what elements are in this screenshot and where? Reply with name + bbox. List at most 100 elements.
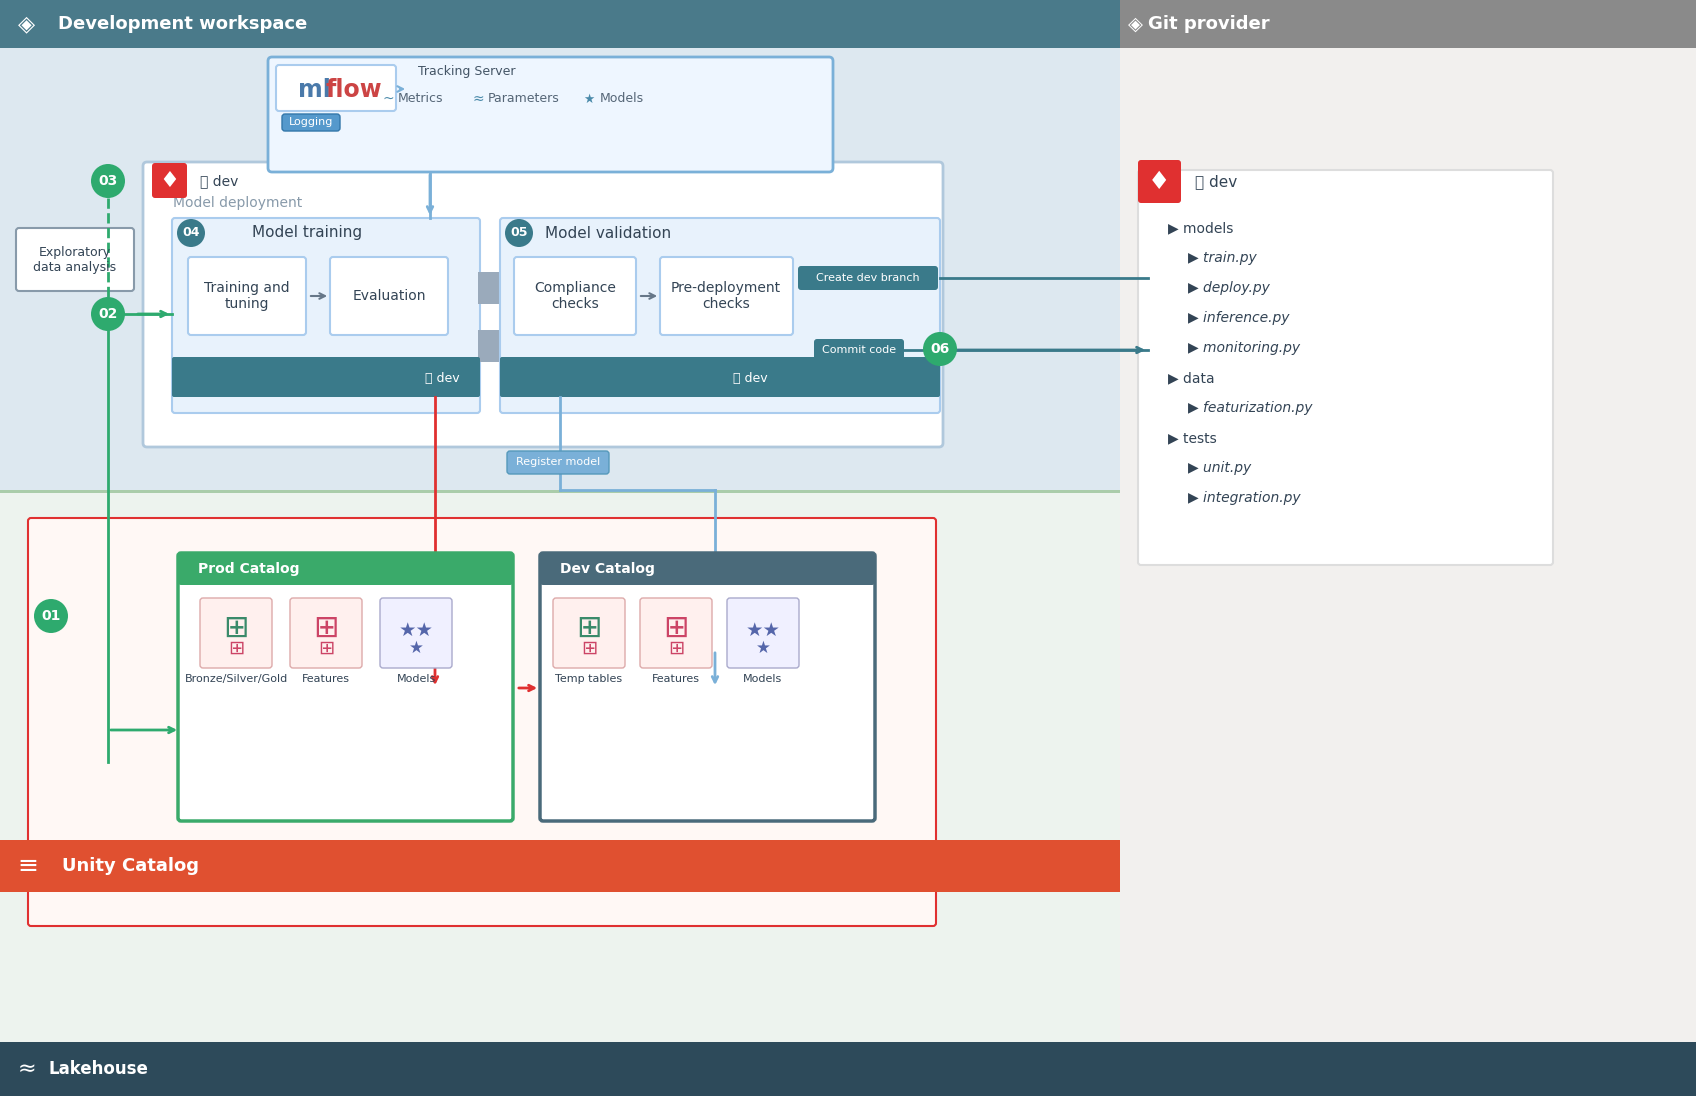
- Text: Models: Models: [600, 91, 644, 104]
- FancyBboxPatch shape: [514, 256, 636, 335]
- FancyBboxPatch shape: [171, 218, 480, 413]
- Bar: [478, 330, 500, 362]
- Text: Register model: Register model: [516, 457, 600, 467]
- Text: ▶ tests: ▶ tests: [1169, 431, 1216, 445]
- Text: Model deployment: Model deployment: [173, 196, 302, 210]
- Text: ★: ★: [409, 639, 424, 657]
- FancyBboxPatch shape: [178, 553, 512, 585]
- Text: Evaluation: Evaluation: [353, 289, 426, 302]
- Text: ♦: ♦: [1148, 170, 1170, 194]
- FancyBboxPatch shape: [799, 266, 938, 290]
- Text: Tracking Server: Tracking Server: [417, 66, 516, 79]
- FancyBboxPatch shape: [188, 256, 305, 335]
- Text: ⊞: ⊞: [227, 639, 244, 658]
- Text: ≡: ≡: [17, 854, 39, 878]
- Text: Compliance
checks: Compliance checks: [534, 281, 616, 311]
- Bar: [0, 490, 1119, 493]
- FancyBboxPatch shape: [660, 256, 794, 335]
- Text: ~: ~: [382, 92, 393, 106]
- FancyBboxPatch shape: [639, 598, 712, 667]
- FancyBboxPatch shape: [1138, 160, 1180, 203]
- Text: Temp tables: Temp tables: [555, 674, 622, 684]
- FancyBboxPatch shape: [380, 598, 453, 667]
- Bar: [0, 1042, 1696, 1096]
- Text: ▶ data: ▶ data: [1169, 372, 1214, 385]
- FancyBboxPatch shape: [507, 450, 609, 473]
- Circle shape: [505, 219, 533, 247]
- Text: ⑂ dev: ⑂ dev: [200, 174, 239, 189]
- Text: ⑂ dev: ⑂ dev: [1196, 174, 1238, 190]
- Text: ▶ deploy.py: ▶ deploy.py: [1187, 281, 1270, 295]
- FancyBboxPatch shape: [331, 256, 448, 335]
- Text: ⊞: ⊞: [580, 639, 597, 658]
- Text: ◈: ◈: [1128, 14, 1143, 34]
- FancyBboxPatch shape: [178, 553, 512, 821]
- FancyBboxPatch shape: [200, 598, 271, 667]
- FancyBboxPatch shape: [171, 357, 480, 397]
- Text: Training and
tuning: Training and tuning: [204, 281, 290, 311]
- Text: ▶ monitoring.py: ▶ monitoring.py: [1187, 341, 1301, 355]
- FancyBboxPatch shape: [290, 598, 361, 667]
- FancyBboxPatch shape: [500, 357, 940, 397]
- Text: ⊞: ⊞: [663, 614, 689, 642]
- Text: ≈: ≈: [19, 1059, 37, 1078]
- Circle shape: [923, 332, 957, 366]
- Bar: [0, 840, 1119, 892]
- FancyBboxPatch shape: [149, 167, 934, 444]
- Text: ▶ unit.py: ▶ unit.py: [1187, 461, 1252, 475]
- FancyBboxPatch shape: [814, 339, 904, 361]
- Text: ⑂ dev: ⑂ dev: [733, 372, 768, 385]
- Text: Commit code: Commit code: [823, 345, 895, 355]
- FancyBboxPatch shape: [282, 114, 339, 132]
- Text: Create dev branch: Create dev branch: [816, 273, 919, 283]
- Text: ◈: ◈: [19, 14, 36, 34]
- Text: Logging: Logging: [288, 117, 332, 127]
- Text: ⊞: ⊞: [668, 639, 683, 658]
- Text: Models: Models: [397, 674, 436, 684]
- Bar: [1119, 0, 1696, 1096]
- FancyBboxPatch shape: [500, 218, 940, 413]
- Text: Features: Features: [651, 674, 700, 684]
- Text: ⊞: ⊞: [314, 614, 339, 642]
- Text: Dev Catalog: Dev Catalog: [560, 562, 655, 576]
- Text: ...: ...: [173, 175, 188, 191]
- FancyBboxPatch shape: [15, 228, 134, 292]
- Text: Features: Features: [302, 674, 349, 684]
- Text: flow: flow: [326, 78, 383, 102]
- Text: ★: ★: [755, 639, 770, 657]
- FancyBboxPatch shape: [153, 163, 187, 198]
- Text: Models: Models: [743, 674, 782, 684]
- Text: ▶ featurization.py: ▶ featurization.py: [1187, 401, 1313, 415]
- Text: Parameters: Parameters: [488, 91, 560, 104]
- Text: ♦: ♦: [159, 171, 180, 191]
- Bar: [0, 0, 1119, 48]
- Circle shape: [34, 600, 68, 633]
- Text: Prod Catalog: Prod Catalog: [198, 562, 300, 576]
- Bar: [0, 0, 1119, 1096]
- Text: 04: 04: [181, 227, 200, 240]
- Text: 05: 05: [510, 227, 527, 240]
- FancyBboxPatch shape: [268, 57, 833, 172]
- Text: ▶ integration.py: ▶ integration.py: [1187, 491, 1301, 505]
- Text: ▶ train.py: ▶ train.py: [1187, 251, 1257, 265]
- Text: ★★: ★★: [399, 620, 434, 639]
- Text: ⑂ dev: ⑂ dev: [426, 372, 460, 385]
- Text: ≈: ≈: [471, 92, 483, 106]
- FancyBboxPatch shape: [539, 553, 875, 585]
- Text: Model training: Model training: [253, 226, 363, 240]
- Text: ★★: ★★: [746, 620, 780, 639]
- Text: ml: ml: [298, 78, 331, 102]
- Text: 06: 06: [931, 342, 950, 356]
- Circle shape: [92, 297, 126, 331]
- Text: 01: 01: [41, 609, 61, 623]
- Text: Pre-deployment
checks: Pre-deployment checks: [672, 281, 782, 311]
- Bar: [1119, 0, 1696, 48]
- Text: Model validation: Model validation: [544, 226, 672, 240]
- FancyBboxPatch shape: [142, 162, 943, 447]
- Text: Exploratory
data analysis: Exploratory data analysis: [34, 246, 117, 274]
- Text: ⊞: ⊞: [224, 614, 249, 642]
- Text: Bronze/Silver/Gold: Bronze/Silver/Gold: [185, 674, 288, 684]
- FancyBboxPatch shape: [539, 553, 875, 821]
- Text: ⊞: ⊞: [577, 614, 602, 642]
- FancyBboxPatch shape: [154, 172, 936, 444]
